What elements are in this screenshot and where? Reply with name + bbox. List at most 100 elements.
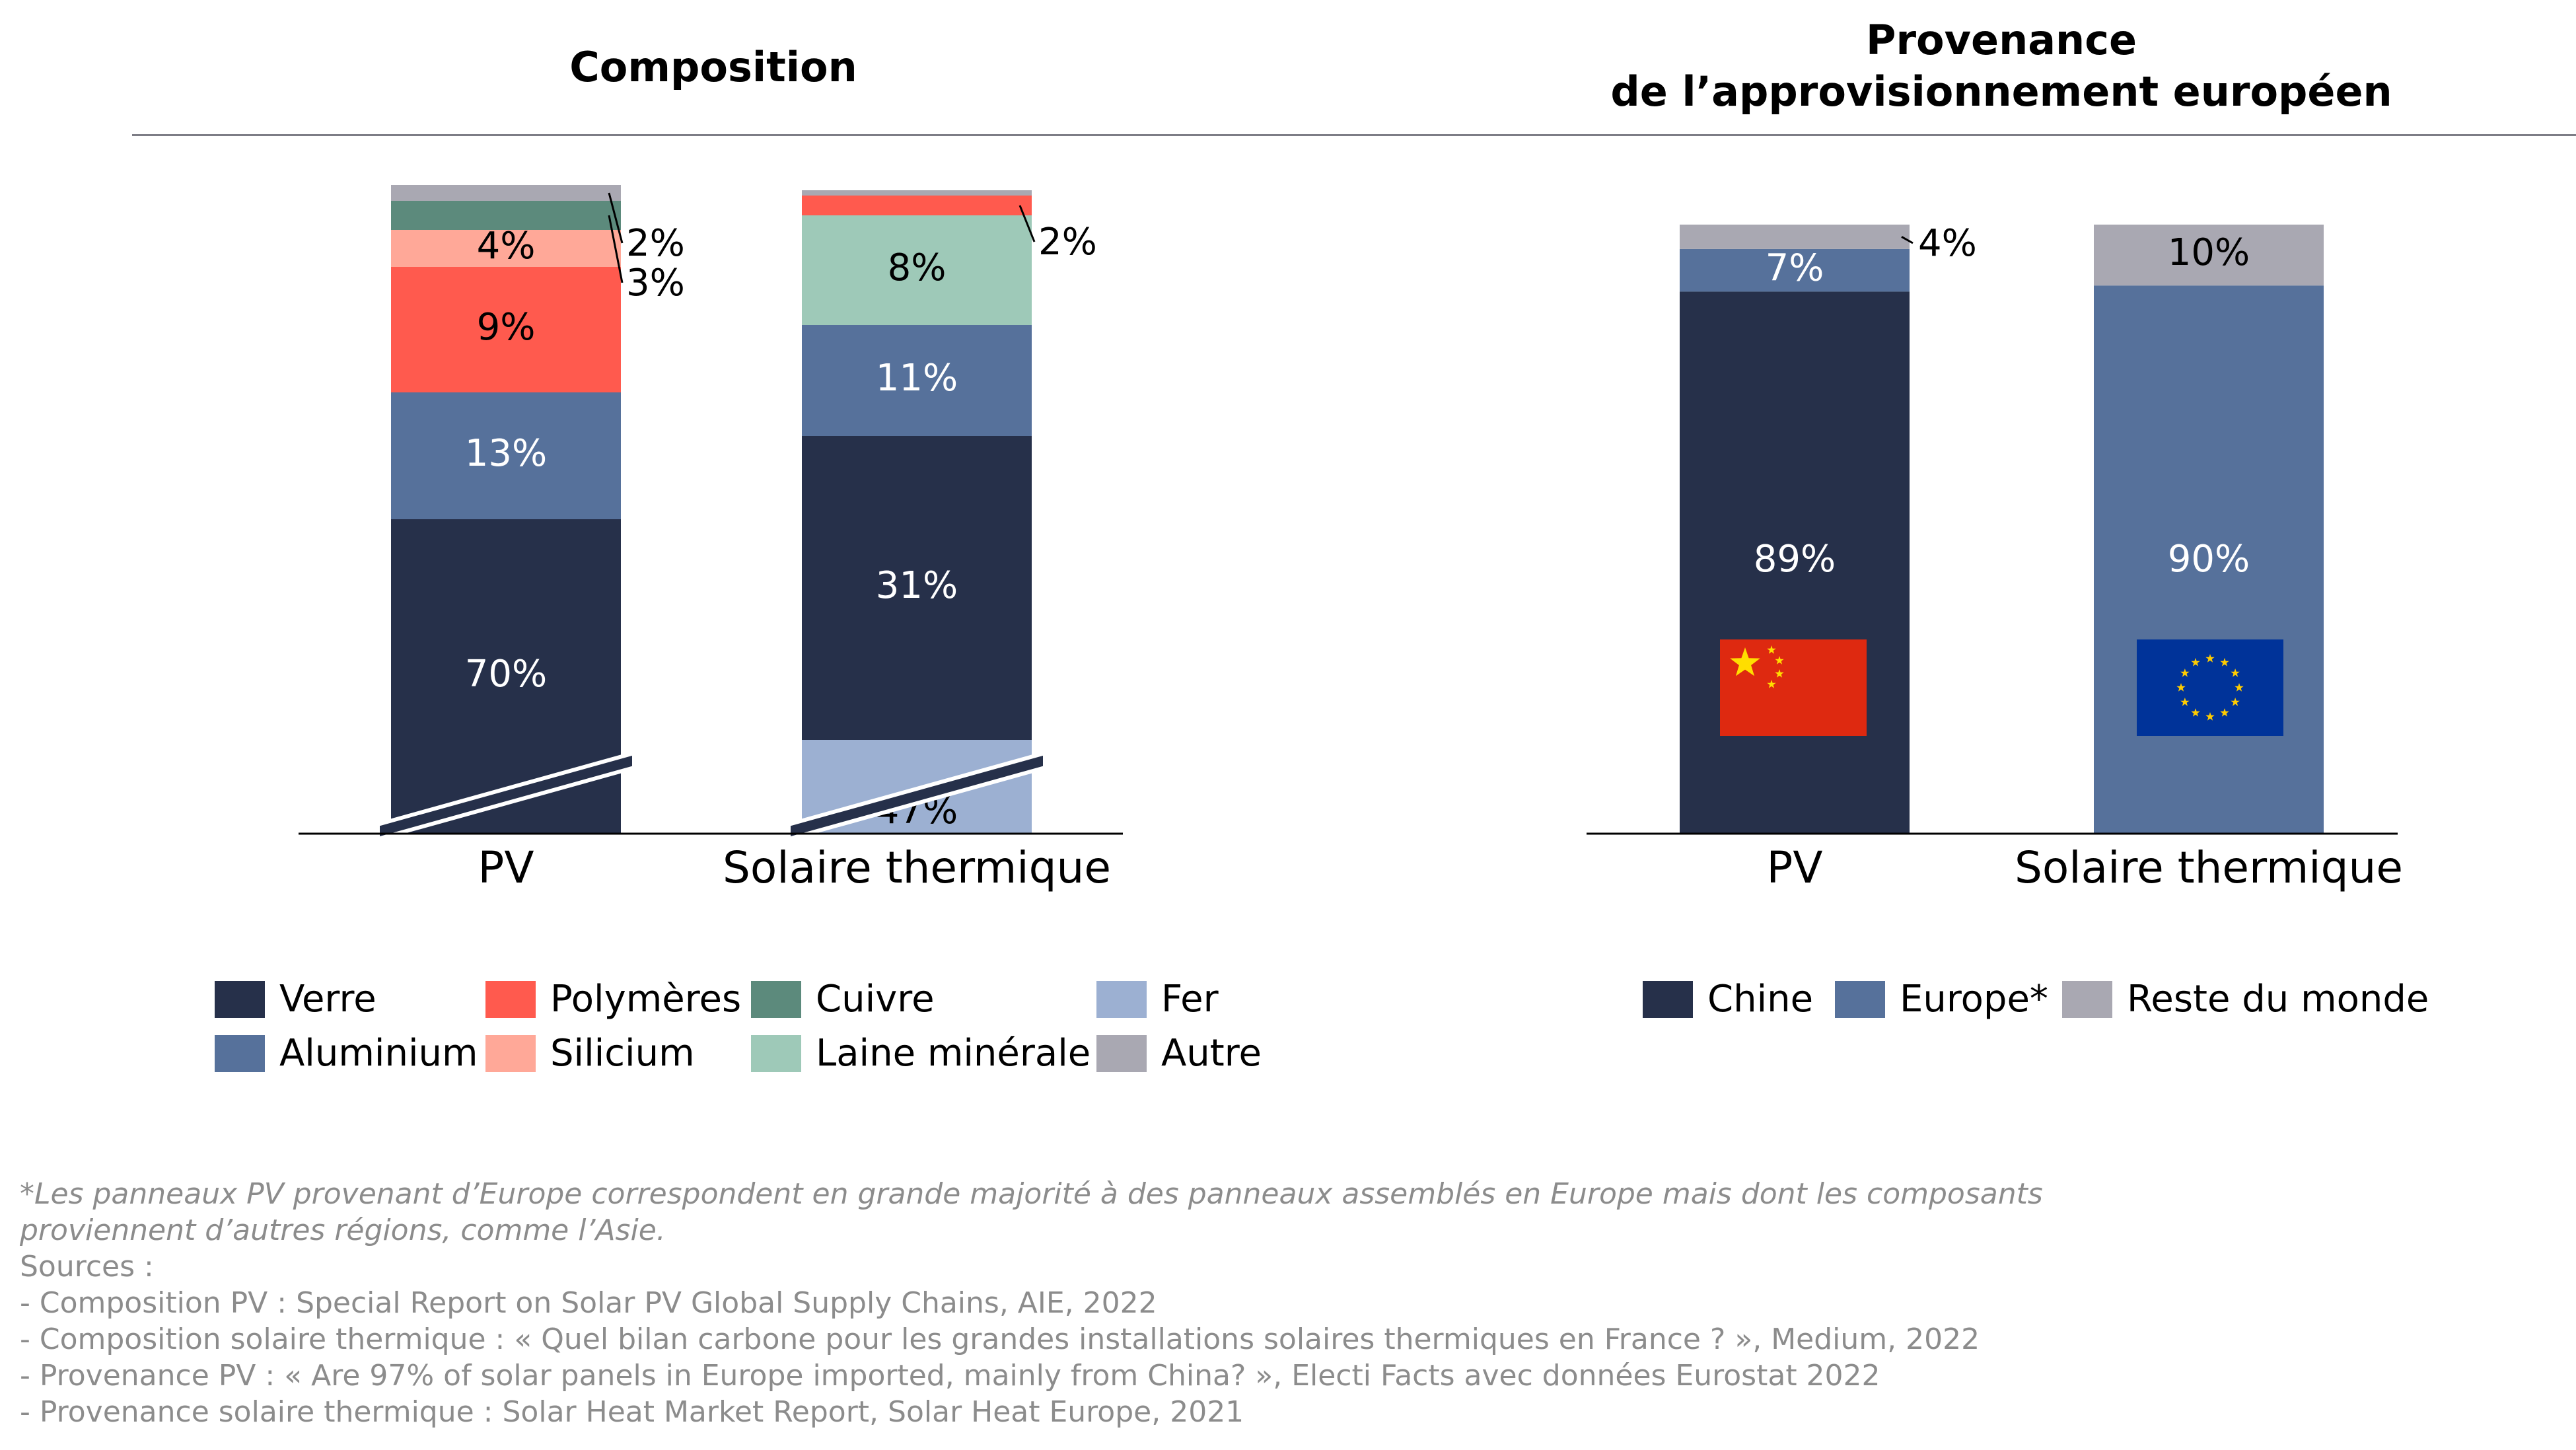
data-label-pv-aluminium: 13%: [465, 432, 547, 475]
bar-pv-aluminium: [391, 392, 621, 519]
data-label-st-aluminium: 11%: [876, 357, 958, 400]
bar-pv-silicium: [391, 230, 621, 267]
bar-solaire-thermique-europe: [2094, 285, 2324, 834]
charts-canvas: 70%13%9%4%3%2%47%31%11%8%2%PV Solaire the…: [299, 185, 2403, 893]
star-icon: [2231, 698, 2240, 706]
star-icon: [1775, 669, 1784, 678]
eu-flag-icon: [2137, 639, 2283, 736]
footnote-line: proviennent d’autres régions, comme l’As…: [20, 1214, 666, 1247]
eu-flag-field: [2137, 639, 2283, 736]
footnotes: *Les panneaux PV provenant d’Europe corr…: [20, 1176, 2530, 1430]
bar-st-polymeres: [802, 196, 1032, 215]
china-flag-icon: [1720, 639, 1867, 736]
legend-item-fer: Fer: [1096, 978, 1219, 1021]
bar-pv-reste-du-monde: [1680, 225, 1910, 249]
legend-item-autre: Autre: [1096, 1032, 1262, 1075]
bar-pv-autre: [391, 185, 621, 201]
star-icon: [1767, 645, 1776, 654]
legend-label-laine: Laine minérale: [816, 1032, 1091, 1075]
star-icon: [2191, 708, 2200, 717]
provenance-title-line2: de l’approvisionnement européen: [1610, 67, 2392, 116]
legend-item-silicium: Silicium: [485, 1032, 695, 1075]
legend-label-cuivre: Cuivre: [816, 978, 935, 1021]
source-line: - Composition solaire thermique : « Quel…: [20, 1323, 1980, 1356]
category-label-pv: PV: [1767, 842, 1823, 893]
data-label-reste-du-monde: 4%: [1918, 222, 1977, 265]
data-label-reste-du-monde: 10%: [2168, 231, 2250, 274]
star-icon: [2231, 669, 2240, 677]
data-label-pv-silicium: 4%: [477, 225, 536, 268]
data-label-pv-autre: 2%: [626, 222, 685, 265]
legend-swatch-reste: [2062, 980, 2112, 1018]
star-icon: [2220, 708, 2229, 717]
legend-swatch-cuivre: [751, 980, 801, 1018]
legend-swatch-fer: [1096, 980, 1147, 1018]
data-label-pv-cuivre: 3%: [626, 262, 685, 305]
data-label-europe: 90%: [2168, 538, 2250, 581]
legend-item-polymeres: Polymères: [485, 978, 741, 1021]
source-line: - Provenance PV : « Are 97% of solar pan…: [20, 1359, 1880, 1393]
provenance-title-line1: Provenance: [1866, 16, 2137, 64]
data-label-pv-polymeres: 9%: [477, 306, 536, 349]
sources-heading: Sources :: [20, 1250, 154, 1284]
category-label-solaire-thermique: Solaire thermique: [2015, 842, 2403, 893]
category-label-solaire-thermique: Solaire thermique: [723, 842, 1111, 893]
data-label-st-laine-minerale: 8%: [888, 246, 947, 289]
bar-pv-cuivre: [391, 201, 621, 230]
legend-item-laine: Laine minérale: [751, 1032, 1091, 1075]
star-icon: [2205, 654, 2215, 663]
star-icon: [2235, 683, 2244, 692]
leader-line: [608, 215, 624, 283]
legend-item-europe: Europe*: [1835, 978, 2048, 1021]
data-label-st-polymeres: 2%: [1038, 221, 1097, 264]
legend-label-silicium: Silicium: [550, 1032, 695, 1075]
data-label-st-verre: 31%: [876, 564, 958, 607]
legend-swatch-silicium: [485, 1034, 536, 1072]
legend-swatch-autre: [1096, 1034, 1147, 1072]
legend-label-autre: Autre: [1161, 1032, 1262, 1075]
legend-swatch-chine: [1643, 980, 1693, 1018]
legend-label-fer: Fer: [1161, 978, 1219, 1021]
bar-st-laine-minerale: [802, 215, 1032, 325]
star-icon: [1730, 647, 1760, 676]
legend-swatch-aluminium: [215, 1034, 265, 1072]
composition-title: Composition: [569, 43, 857, 91]
bar-st-verre: [802, 436, 1032, 740]
star-icon: [2191, 657, 2200, 667]
legend-label-polymeres: Polymères: [550, 978, 742, 1021]
legend-item-verre: Verre: [215, 978, 376, 1021]
bar-pv-europe: [1680, 248, 1910, 292]
star-icon: [2180, 669, 2190, 677]
legend-label-aluminium: Aluminium: [279, 1032, 478, 1075]
legend-label-verre: Verre: [279, 978, 376, 1021]
leader-line: [1901, 236, 1914, 244]
legend-swatch-europe: [1835, 980, 1885, 1018]
composition-chart: 70%13%9%4%3%2%47%31%11%8%2%PV Solaire the…: [299, 185, 1123, 893]
bar-st-aluminium: [802, 325, 1032, 436]
source-line: - Provenance solaire thermique : Solar H…: [20, 1395, 1244, 1429]
legend-item-reste: Reste du monde: [2062, 978, 2429, 1021]
data-label-europe: 7%: [1766, 246, 1824, 289]
provenance-chart: 89% 7% 4% 90% 10% PV Solaire thermique: [1587, 222, 2403, 893]
star-icon: [2205, 712, 2215, 721]
source-line: - Composition PV : Special Report on Sol…: [20, 1286, 1157, 1320]
legend-item-aluminium: Aluminium: [215, 1032, 478, 1075]
legend-swatch-laine: [751, 1034, 801, 1072]
bar-solaire-thermique-reste-du-monde: [2094, 225, 2324, 286]
legend-swatch-polymeres: [485, 980, 536, 1018]
legend-label-reste: Reste du monde: [2127, 978, 2429, 1021]
star-icon: [2176, 683, 2186, 692]
star-icon: [1775, 656, 1784, 665]
header-divider: [132, 134, 2576, 136]
bar-pv-chine: [1680, 291, 1910, 834]
data-label-pv-verre: 70%: [465, 653, 547, 696]
star-icon: [2220, 657, 2229, 667]
leader-line: [1019, 205, 1036, 242]
data-label-chine: 89%: [1754, 538, 1836, 581]
legend-swatch-verre: [215, 980, 265, 1018]
legend-label-chine: Chine: [1707, 978, 1814, 1021]
footnote-line: *Les panneaux PV provenant d’Europe corr…: [20, 1177, 2043, 1211]
leader-line: [608, 192, 624, 244]
legend-item-cuivre: Cuivre: [751, 978, 935, 1021]
provenance-title: Provenance de l’approvisionnement europé…: [1565, 15, 2437, 118]
